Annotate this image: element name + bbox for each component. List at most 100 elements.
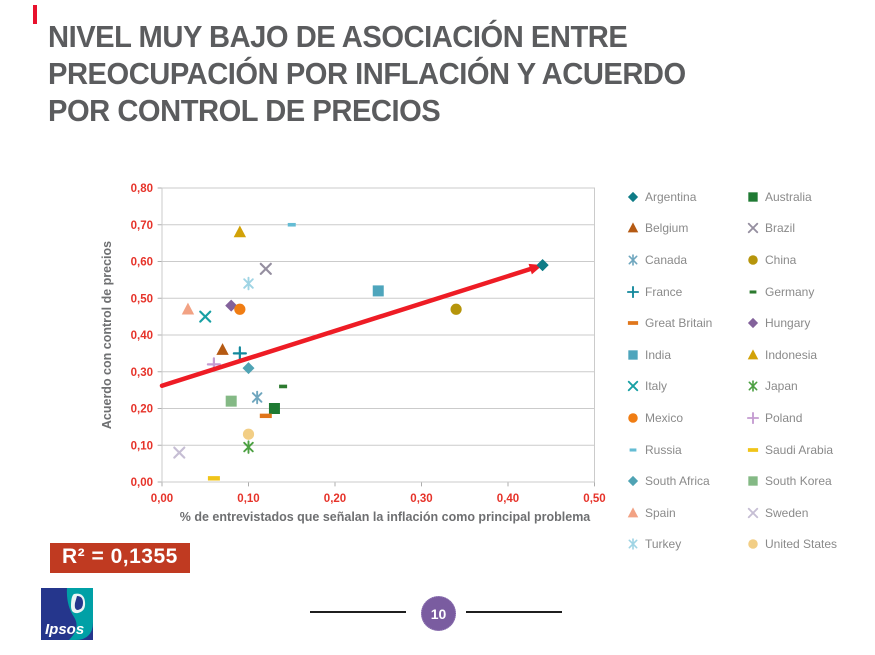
- legend-label: Poland: [765, 410, 803, 425]
- legend-label: Hungary: [765, 316, 811, 331]
- point-canada: [251, 390, 263, 405]
- chart-legend: Argentina Australia Belgium Brazil Canada Chi…: [626, 181, 872, 560]
- legend-label: Spain: [645, 505, 676, 520]
- legend-label: Italy: [645, 379, 668, 394]
- x-tick-label: 0,20: [324, 493, 346, 505]
- legend-marker-plus-icon: [746, 411, 760, 424]
- point-russia: [287, 222, 296, 227]
- legend-item-brazil: Brazil: [746, 213, 872, 245]
- legend-label: Great Britain: [645, 316, 713, 331]
- page-number: 10: [430, 605, 447, 622]
- legend-marker-dash-icon: [747, 447, 759, 452]
- legend-marker-square-icon: [748, 192, 758, 202]
- legend-marker-diamond-icon: [627, 476, 639, 487]
- legend-marker-dash_s-icon: [749, 290, 757, 294]
- legend-item-south-africa: South Africa: [626, 465, 746, 497]
- point-great-britain: [259, 413, 272, 419]
- legend-marker-x-icon: [747, 507, 759, 518]
- legend-item-mexico: Mexico: [626, 402, 746, 434]
- legend-item-indonesia: Indonesia: [746, 339, 872, 371]
- point-sweden: [173, 446, 186, 459]
- slide-title-line-1: NIVEL MUY BAJO DE ASOCIACIÓN ENTRE: [48, 19, 628, 54]
- legend-marker-diamond-icon: [747, 318, 759, 329]
- legend-marker-circle-icon: [748, 539, 758, 550]
- legend-item-united-states: United States: [746, 529, 872, 561]
- legend-item-poland: Poland: [746, 402, 872, 434]
- legend-item-turkey: Turkey: [626, 529, 746, 561]
- y-tick-label: 0,20: [131, 404, 153, 416]
- point-france: [232, 346, 247, 361]
- legend-label: India: [645, 347, 672, 362]
- point-argentina-top: [536, 259, 549, 272]
- legend-item-france: France: [626, 276, 746, 308]
- legend-item-sweden: Sweden: [746, 497, 872, 529]
- y-tick-label: 0,00: [131, 477, 153, 489]
- ipsos-logo-text: Ipsos: [45, 621, 84, 638]
- footer-line-left: [310, 611, 406, 613]
- legend-marker-asterisk-icon: [628, 254, 638, 266]
- point-japan: [243, 440, 254, 454]
- point-china: [450, 303, 462, 315]
- axis-tick-labels: 0,00 0,10 0,20 0,30 0,40 0,50 0,60 0,70 0,80 0,00…: [131, 183, 606, 505]
- slide-title-line-2: PREOCUPACIÓN POR INFLACIÓN Y ACUERDO: [48, 56, 686, 91]
- y-axis-title: Acuerdo con control de precios: [100, 241, 114, 429]
- legend-item-russia: Russia: [626, 434, 746, 466]
- point-italy: [199, 310, 212, 323]
- legend-item-hungary: Hungary: [746, 307, 872, 339]
- legend-item-south-korea: South Korea: [746, 465, 872, 497]
- x-tick-label: 0,50: [583, 493, 605, 505]
- legend-marker-dash-icon: [627, 321, 639, 326]
- legend-item-spain: Spain: [626, 497, 746, 529]
- point-turkey: [243, 276, 254, 291]
- legend-label: China: [765, 252, 797, 267]
- legend-marker-asterisk-icon: [748, 380, 758, 393]
- legend-label: United States: [765, 537, 838, 552]
- legend-marker-x-icon: [747, 223, 759, 234]
- page-number-badge: 10: [421, 596, 456, 631]
- legend-label: Belgium: [645, 221, 689, 236]
- y-tick-label: 0,70: [131, 220, 153, 232]
- point-germany: [279, 384, 288, 389]
- point-spain: [181, 302, 195, 315]
- legend-marker-square-icon: [748, 476, 758, 486]
- point-mexico: [234, 303, 246, 315]
- legend-label: Argentina: [645, 189, 697, 204]
- legend-label: Russia: [645, 442, 682, 457]
- legend-label: Sweden: [765, 505, 809, 520]
- point-saudi-arabia: [207, 476, 220, 481]
- legend-label: Saudi Arabia: [765, 442, 834, 457]
- legend-marker-plus-icon: [626, 285, 640, 298]
- point-brazil: [259, 262, 272, 275]
- x-tick-label: 0,10: [237, 493, 259, 505]
- y-tick-label: 0,30: [131, 367, 153, 379]
- point-south-korea: [225, 395, 237, 407]
- legend-marker-circle-icon: [628, 413, 638, 423]
- legend-label: France: [645, 284, 683, 299]
- x-tick-label: 0,40: [497, 493, 519, 505]
- legend-label: Japan: [765, 379, 798, 394]
- ipsos-logo-profile-face: [74, 596, 83, 610]
- r-squared-label: R² = 0,1355: [50, 543, 190, 573]
- legend-label: Turkey: [645, 537, 682, 552]
- legend-marker-x-icon: [627, 381, 639, 392]
- legend-marker-circle-icon: [748, 255, 758, 265]
- legend-item-australia: Australia: [746, 181, 872, 213]
- legend-marker-triangle-icon: [627, 222, 639, 233]
- legend-item-canada: Canada: [626, 244, 746, 276]
- legend-label: South Africa: [645, 474, 710, 489]
- legend-item-great-britain: Great Britain: [626, 307, 746, 339]
- data-points: [173, 222, 549, 481]
- legend-label: Mexico: [645, 410, 684, 425]
- legend-marker-dash_s-icon: [629, 448, 637, 452]
- plot-border: [161, 187, 595, 483]
- legend-label: Germany: [765, 284, 815, 299]
- legend-item-saudi-arabia: Saudi Arabia: [746, 434, 872, 466]
- legend-item-germany: Germany: [746, 276, 872, 308]
- legend-marker-triangle-icon: [747, 349, 759, 360]
- point-indonesia: [233, 225, 247, 238]
- point-belgium: [216, 343, 229, 355]
- legend-label: Australia: [765, 189, 812, 204]
- legend-marker-asterisk-icon: [628, 538, 638, 551]
- legend-label: Canada: [645, 252, 688, 267]
- legend-item-china: China: [746, 244, 872, 276]
